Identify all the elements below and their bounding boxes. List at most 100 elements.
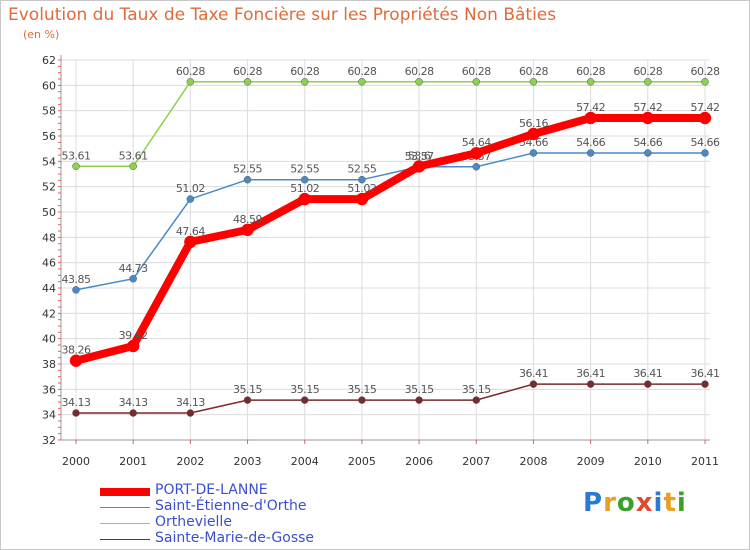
data-label-sainte-marie-de-gosse: 34.13 (119, 396, 148, 409)
data-point-sainte-marie-de-gosse (415, 396, 423, 404)
data-point-sainte-marie-de-gosse (472, 396, 481, 404)
data-label-sainte-marie-de-gosse: 34.13 (176, 396, 205, 409)
data-label-saint-etienne-d-orthe: 54.66 (691, 136, 720, 149)
legend-label: Saint-Étienne-d'Orthe (155, 498, 307, 514)
legend-label: Orthevielle (155, 514, 232, 530)
data-label-port-de-lanne: 57.42 (576, 101, 605, 114)
data-point-sainte-marie-de-gosse (129, 409, 137, 417)
logo-letter: o (616, 488, 636, 518)
data-label-saint-etienne-d-orthe: 44.73 (119, 262, 148, 275)
data-point-port-de-lanne (527, 127, 540, 141)
data-point-orthevielle (586, 78, 595, 86)
legend-swatch (100, 523, 150, 524)
data-point-orthevielle (644, 78, 652, 86)
data-point-port-de-lanne (184, 235, 197, 249)
data-label-sainte-marie-de-gosse: 35.15 (233, 383, 262, 396)
data-label-saint-etienne-d-orthe: 51.02 (176, 182, 205, 195)
legend-swatch (100, 488, 150, 496)
data-point-saint-etienne-d-orthe (472, 163, 481, 171)
data-point-orthevielle (472, 78, 481, 86)
data-point-orthevielle (243, 78, 252, 86)
data-point-port-de-lanne (470, 146, 483, 160)
data-point-saint-etienne-d-orthe (129, 275, 137, 283)
data-label-orthevielle: 60.28 (405, 65, 434, 78)
series-line-saint-etienne-d-orthe (75, 152, 706, 291)
data-label-orthevielle: 60.28 (462, 65, 491, 78)
data-point-port-de-lanne (641, 111, 655, 125)
data-point-sainte-marie-de-gosse (644, 380, 652, 388)
data-label-port-de-lanne: 53.6 (408, 149, 431, 162)
x-tick-label: 2007 (462, 455, 490, 468)
data-label-sainte-marie-de-gosse: 36.41 (519, 367, 548, 380)
y-tick-label: 36 (42, 383, 56, 396)
x-tick-label: 2008 (519, 455, 547, 468)
x-tick-label: 2001 (119, 455, 147, 468)
x-tick-label: 2011 (691, 455, 719, 468)
data-point-sainte-marie-de-gosse (358, 396, 366, 404)
data-point-orthevielle (300, 78, 309, 86)
data-point-orthevielle (701, 78, 709, 86)
data-point-port-de-lanne (241, 223, 254, 237)
data-label-saint-etienne-d-orthe: 53.57 (405, 150, 434, 163)
data-point-saint-etienne-d-orthe (529, 149, 538, 157)
legend-label: PORT-DE-LANNE (155, 482, 268, 498)
data-point-saint-etienne-d-orthe (701, 149, 709, 157)
y-tick-label: 46 (42, 257, 56, 270)
data-point-orthevielle (186, 78, 195, 86)
series-line-orthevielle (75, 81, 706, 168)
y-tick-label: 42 (42, 307, 56, 320)
data-label-orthevielle: 60.28 (691, 65, 720, 78)
y-tick-label: 48 (42, 231, 56, 244)
data-label-port-de-lanne: 48.59 (233, 213, 262, 226)
data-point-saint-etienne-d-orthe (186, 195, 195, 203)
data-point-port-de-lanne (412, 160, 426, 173)
legend-swatch (100, 539, 150, 540)
data-label-saint-etienne-d-orthe: 52.55 (347, 163, 376, 176)
data-label-saint-etienne-d-orthe: 54.66 (633, 136, 662, 149)
chart-title: Evolution du Taux de Taxe Foncière sur l… (8, 5, 557, 25)
data-label-saint-etienne-d-orthe: 54.66 (576, 136, 605, 149)
data-point-saint-etienne-d-orthe (358, 175, 366, 184)
y-tick-label: 54 (42, 155, 56, 168)
data-label-port-de-lanne: 39.42 (119, 329, 148, 342)
y-tick-label: 62 (42, 54, 56, 67)
data-point-orthevielle (129, 162, 137, 171)
data-label-sainte-marie-de-gosse: 34.13 (62, 396, 91, 409)
data-label-orthevielle: 60.28 (176, 65, 205, 78)
y-tick-label: 40 (42, 333, 56, 346)
data-label-sainte-marie-de-gosse: 35.15 (405, 383, 434, 396)
data-label-orthevielle: 60.28 (347, 65, 376, 78)
data-point-sainte-marie-de-gosse (300, 396, 309, 404)
data-point-port-de-lanne (698, 111, 712, 125)
data-point-sainte-marie-de-gosse (186, 409, 195, 417)
data-point-sainte-marie-de-gosse (586, 380, 595, 388)
data-point-sainte-marie-de-gosse (72, 409, 80, 417)
data-point-saint-etienne-d-orthe (644, 149, 652, 157)
x-tick-label: 2000 (62, 455, 90, 468)
data-label-port-de-lanne: 57.42 (691, 101, 720, 114)
y-tick-label: 44 (42, 282, 56, 295)
data-point-port-de-lanne (584, 111, 597, 125)
x-tick-label: 2003 (234, 455, 262, 468)
data-point-sainte-marie-de-gosse (243, 396, 252, 404)
data-label-orthevielle: 60.28 (290, 65, 319, 78)
data-point-port-de-lanne (126, 339, 140, 353)
data-label-port-de-lanne: 51.02 (290, 182, 319, 195)
data-label-port-de-lanne: 57.42 (633, 101, 662, 114)
data-point-orthevielle (72, 162, 80, 171)
y-tick-label: 34 (42, 409, 56, 422)
logo-letter: t (663, 488, 677, 518)
series-line-sainte-marie-de-gosse (75, 383, 706, 414)
data-label-sainte-marie-de-gosse: 36.41 (633, 367, 662, 380)
logo-letter: i (676, 488, 687, 518)
logo-letter: r (603, 488, 617, 518)
proxiti-logo: Proxiti (583, 488, 687, 518)
data-label-sainte-marie-de-gosse: 35.15 (347, 383, 376, 396)
data-label-orthevielle: 60.28 (233, 65, 262, 78)
data-label-port-de-lanne: 38.26 (62, 344, 91, 357)
data-label-orthevielle: 53.61 (119, 149, 148, 162)
data-label-sainte-marie-de-gosse: 35.15 (462, 383, 491, 396)
y-tick-label: 32 (42, 434, 56, 447)
logo-letter: P (583, 488, 604, 518)
